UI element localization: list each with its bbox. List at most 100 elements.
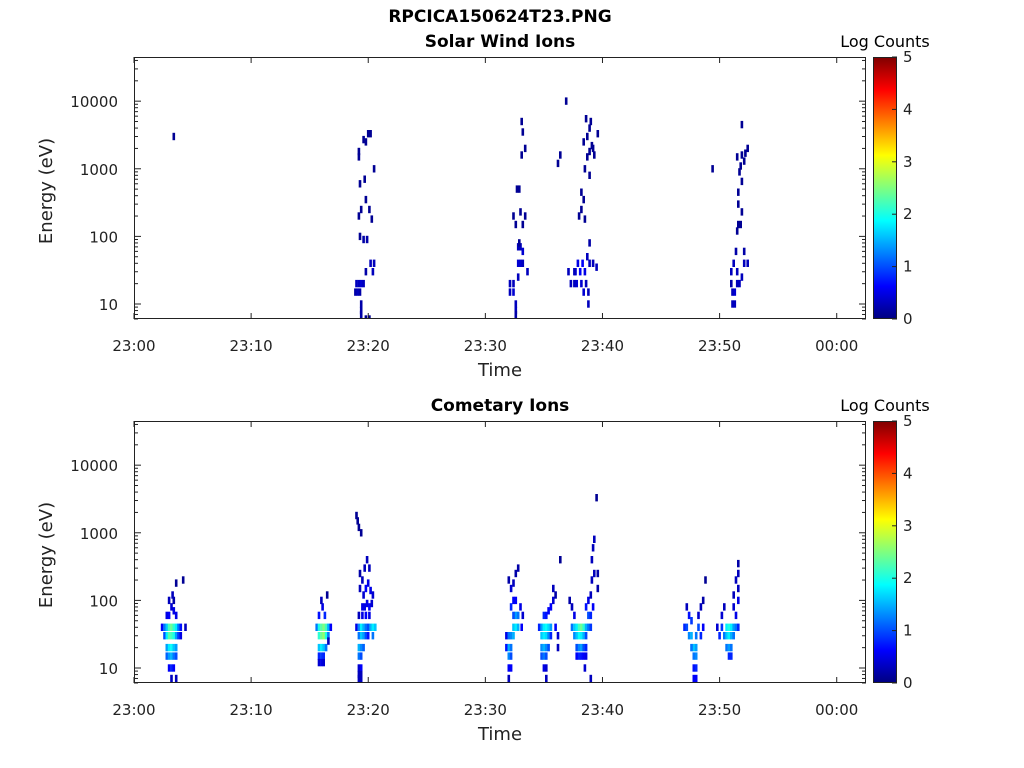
colorbar-tick-label: 3 [903, 517, 913, 535]
data-cell [554, 623, 557, 631]
y-tick-label: 1000 [80, 525, 118, 543]
data-cell [589, 623, 593, 631]
data-cell [519, 243, 522, 251]
colorbar [873, 57, 897, 319]
data-cell [322, 623, 325, 631]
data-cell [359, 632, 363, 640]
data-cell [521, 611, 525, 620]
data-cell [172, 664, 176, 672]
data-cell [505, 643, 508, 652]
data-cell [704, 576, 707, 584]
data-cell [356, 517, 359, 525]
data-cell [545, 652, 548, 660]
data-cell [690, 643, 693, 652]
y-tick-label: 10000 [70, 457, 118, 475]
data-cell [731, 288, 734, 296]
data-cell [580, 623, 583, 631]
data-cell [727, 623, 731, 631]
data-cell [170, 674, 173, 683]
data-cell [368, 315, 371, 319]
data-cell [170, 603, 173, 611]
data-cell [170, 643, 173, 652]
data-cell [740, 177, 744, 186]
data-cell [552, 596, 555, 605]
data-cell [589, 117, 593, 126]
data-cell [685, 623, 689, 631]
data-cell [540, 643, 543, 652]
data-cell [174, 674, 178, 683]
data-cell [732, 632, 735, 640]
data-cell [584, 115, 588, 123]
data-cell [172, 132, 176, 141]
data-cell [694, 664, 698, 672]
data-cell [357, 153, 361, 161]
data-cell [596, 130, 600, 138]
data-cell [727, 652, 731, 660]
data-cell [577, 623, 581, 631]
data-cell [509, 664, 513, 672]
data-cell [327, 623, 330, 631]
data-cell [521, 220, 525, 229]
data-cell [508, 288, 512, 296]
data-cell [320, 652, 323, 660]
data-cell [320, 632, 323, 640]
data-cell [580, 279, 583, 288]
data-cell [575, 279, 578, 288]
data-cell [697, 623, 700, 631]
data-cell [167, 611, 171, 620]
data-cell [595, 494, 598, 502]
data-cell [357, 611, 361, 620]
data-cell [357, 279, 361, 288]
data-cell [582, 643, 585, 652]
data-cell [327, 632, 330, 640]
data-cell [699, 632, 703, 640]
data-cell [595, 263, 598, 271]
data-cell [172, 596, 176, 605]
data-cell [514, 596, 518, 605]
data-cell [519, 603, 522, 611]
panel-solar-wind-ions: 23:00 23:10 23:20 23:30 23:40 23:50 00:0010100… [36, 32, 930, 381]
data-cell [372, 259, 376, 267]
colorbar-title: Log Counts [840, 32, 930, 51]
data-cell [542, 643, 546, 652]
data-cell [545, 664, 548, 672]
data-cell [516, 623, 520, 631]
data-cell [732, 603, 735, 611]
data-cell [740, 151, 744, 159]
data-cell [324, 643, 328, 652]
data-cell [174, 623, 178, 631]
data-cell [735, 227, 739, 235]
data-cell [583, 165, 587, 173]
data-cell [580, 188, 583, 196]
figure-title: RPCICA150624T23.PNG [388, 7, 612, 27]
data-cell [170, 623, 173, 631]
data-cell [359, 310, 363, 319]
data-cell [507, 664, 511, 672]
data-cell [361, 603, 364, 611]
data-cell [699, 603, 703, 611]
data-cell [355, 623, 358, 631]
data-cell [516, 611, 520, 620]
x-tick-label: 23:30 [464, 337, 507, 355]
data-cell [701, 596, 705, 605]
data-cell [364, 584, 368, 593]
data-cell [519, 208, 522, 216]
colorbar-tick-label: 3 [903, 153, 913, 171]
data-cell [701, 623, 705, 631]
data-cell [692, 652, 696, 660]
data-cell [588, 124, 591, 132]
x-tick-label: 23:00 [112, 701, 155, 719]
data-cell [174, 652, 178, 660]
data-cell [523, 212, 527, 220]
data-cell [577, 632, 581, 640]
data-cell [357, 643, 361, 652]
colorbar-tick-label: 2 [903, 205, 913, 223]
data-cell [545, 643, 548, 652]
data-cell [320, 658, 323, 667]
data-cell [365, 235, 369, 244]
data-cell [359, 670, 363, 679]
data-cell [320, 643, 323, 652]
data-cell [371, 591, 375, 599]
data-cell [580, 632, 583, 640]
data-cell [366, 632, 370, 640]
